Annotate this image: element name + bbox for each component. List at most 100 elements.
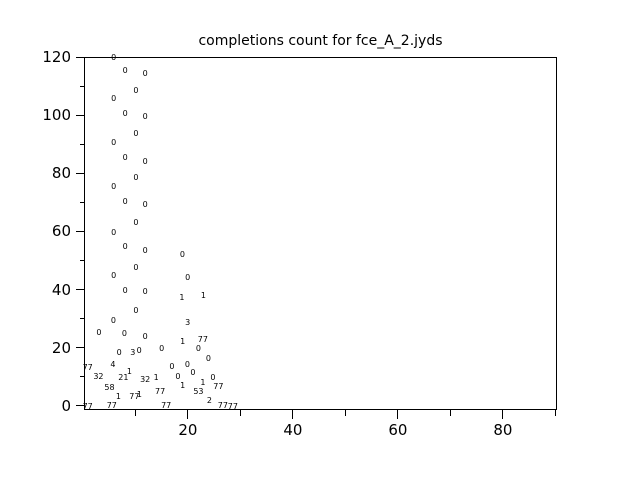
data-point: 0: [133, 129, 139, 139]
y-axis-major-tick: [76, 289, 84, 291]
data-point: 77: [213, 381, 224, 391]
data-point: 0: [184, 360, 190, 370]
data-point: 0: [205, 354, 211, 364]
y-axis-minor-tick: [80, 259, 84, 261]
data-point: 0: [133, 217, 139, 227]
data-point: 0: [122, 197, 128, 207]
data-point: 32: [140, 374, 151, 384]
data-point: 0: [122, 242, 128, 252]
data-point: 1: [153, 372, 159, 382]
data-point: 1: [180, 380, 186, 390]
chart-title: completions count for fce_A_2.jyds: [198, 33, 443, 49]
data-point: 0: [190, 367, 196, 377]
data-point: 0: [142, 331, 148, 341]
data-point: 3: [130, 347, 136, 357]
y-axis-major-tick: [76, 405, 84, 407]
data-point: 77: [155, 387, 166, 397]
data-point: 32: [93, 371, 104, 381]
y-axis-tick-label: 80: [51, 164, 71, 183]
data-point: 0: [136, 345, 142, 355]
data-point: 0: [179, 250, 185, 260]
x-axis-tick-label: 40: [283, 421, 303, 439]
x-axis-minor-tick: [239, 410, 241, 416]
y-axis-tick-label: 40: [51, 280, 71, 299]
y-axis-minor-tick: [80, 85, 84, 87]
data-point: 0: [142, 68, 148, 78]
data-point: 0: [133, 305, 139, 315]
x-axis-tick-label: 20: [178, 421, 198, 439]
plot-area: [84, 57, 557, 410]
data-point: 0: [142, 112, 148, 122]
data-point: 0: [175, 371, 181, 381]
data-point: 0: [133, 86, 139, 96]
x-axis-minor-tick: [134, 410, 136, 416]
data-point: 0: [111, 52, 117, 62]
data-point: 1: [179, 293, 185, 303]
y-axis-major-tick: [76, 172, 84, 174]
data-point: 0: [111, 93, 117, 103]
data-point: 1: [200, 290, 206, 300]
data-point: 0: [142, 199, 148, 209]
data-point: 1: [200, 377, 206, 387]
x-axis-minor-tick: [554, 410, 556, 416]
y-axis-minor-tick: [80, 201, 84, 203]
data-point: 0: [96, 328, 102, 338]
data-point: 77: [227, 402, 238, 412]
data-point: 77: [82, 401, 93, 411]
data-point: 1: [180, 337, 186, 347]
data-point: 0: [142, 156, 148, 166]
data-point: 1: [136, 389, 142, 399]
data-point: 2: [206, 395, 212, 405]
data-point: 0: [185, 273, 191, 283]
x-axis-tick-label: 60: [388, 421, 408, 439]
data-point: 77: [217, 400, 228, 410]
x-axis-major-tick: [292, 410, 294, 419]
data-point: 0: [133, 262, 139, 272]
data-point: 77: [106, 401, 117, 411]
data-point: 0: [169, 361, 175, 371]
data-point: 0: [122, 65, 128, 75]
data-point: 0: [159, 344, 165, 354]
y-axis-major-tick: [76, 56, 84, 58]
data-point: 77: [161, 401, 172, 411]
y-axis-tick-label: 0: [61, 396, 71, 415]
x-axis-minor-tick: [344, 410, 346, 416]
y-axis-major-tick: [76, 230, 84, 232]
data-point: 0: [122, 285, 128, 295]
data-point: 77: [82, 362, 93, 372]
y-axis-minor-tick: [80, 143, 84, 145]
data-point: 77: [197, 334, 208, 344]
x-axis-major-tick: [397, 410, 399, 419]
data-point: 0: [133, 172, 139, 182]
data-point: 0: [121, 328, 127, 338]
data-point: 0: [122, 153, 128, 163]
x-axis-major-tick: [502, 410, 504, 419]
x-axis-major-tick: [187, 410, 189, 419]
y-axis-major-tick: [76, 114, 84, 116]
data-point: 0: [110, 315, 116, 325]
y-axis-minor-tick: [80, 376, 84, 378]
data-point: 4: [110, 359, 116, 369]
data-point: 0: [210, 372, 216, 382]
x-axis-tick-label: 80: [493, 421, 513, 439]
data-point: 0: [122, 108, 128, 118]
x-axis-minor-tick: [449, 410, 451, 416]
y-axis-tick-label: 100: [42, 106, 71, 125]
y-axis-minor-tick: [80, 318, 84, 320]
y-axis-major-tick: [76, 347, 84, 349]
data-point: 0: [195, 343, 201, 353]
data-point: 0: [111, 181, 117, 191]
data-point: 0: [116, 347, 122, 357]
data-point: 0: [142, 286, 148, 296]
data-point: 0: [111, 228, 117, 238]
data-point: 58: [104, 383, 115, 393]
data-point: 0: [111, 270, 117, 280]
y-axis-tick-label: 20: [51, 338, 71, 357]
data-point: 77: [129, 392, 140, 402]
data-point: 1: [115, 392, 121, 402]
data-point: 3: [185, 317, 191, 327]
y-axis-tick-label: 60: [51, 222, 71, 241]
data-point: 1: [126, 366, 132, 376]
y-axis-tick-label: 120: [42, 48, 71, 66]
